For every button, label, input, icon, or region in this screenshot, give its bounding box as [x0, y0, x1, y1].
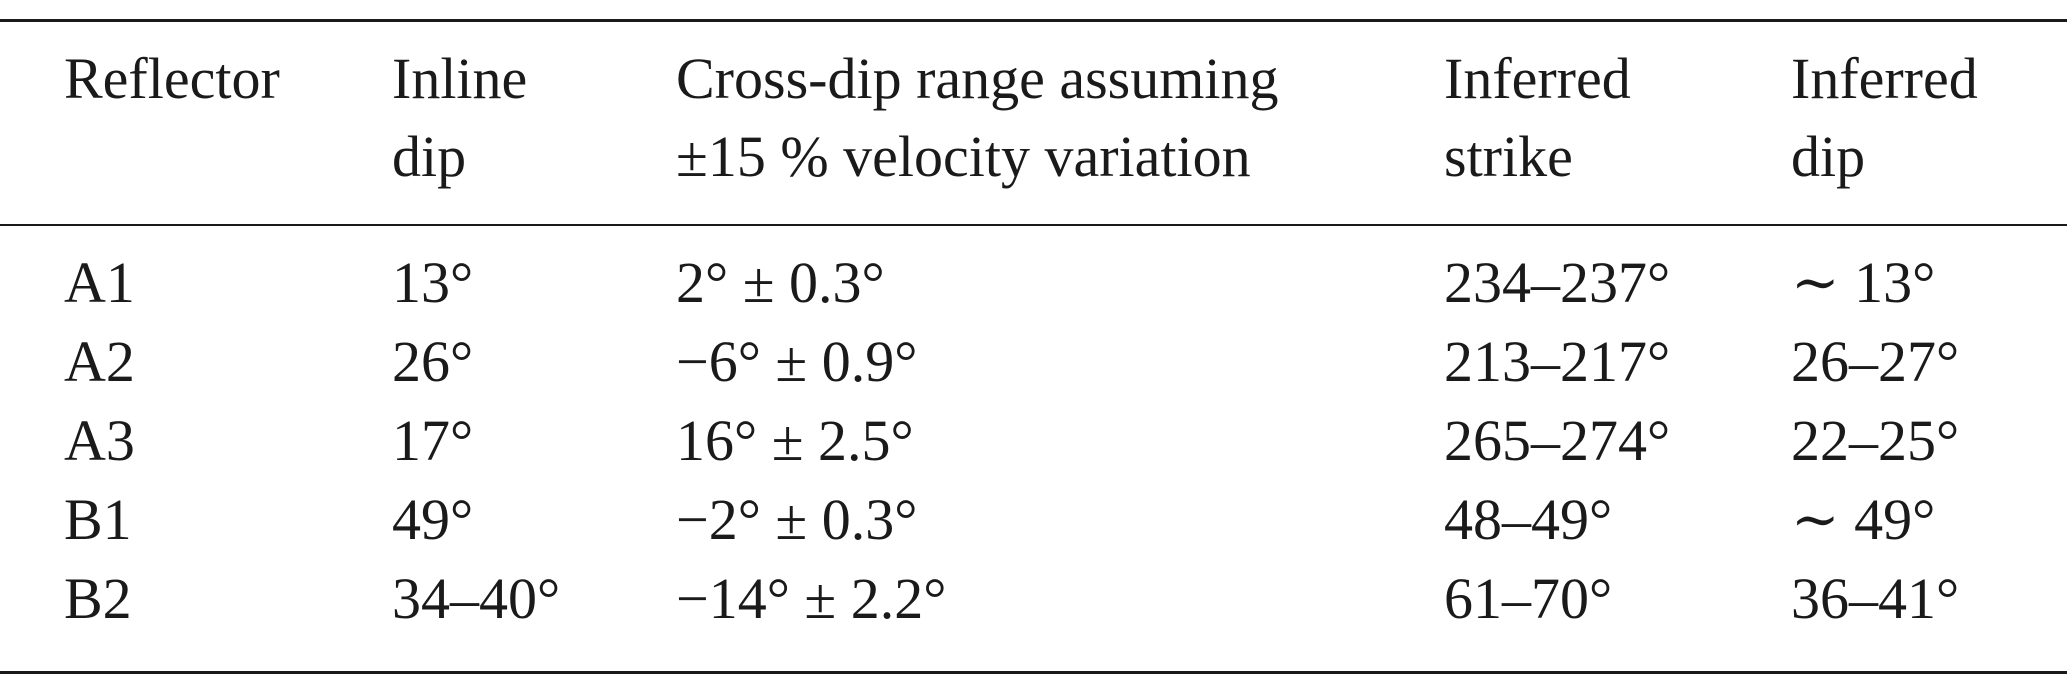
header-cross-dip-line1: Cross-dip range assuming: [676, 46, 1279, 111]
row-a1-reflector: A1: [64, 250, 135, 315]
row-a1-dip: ∼ 13°: [1791, 250, 1936, 315]
header-cross-dip-line2: ±15 % velocity variation: [676, 124, 1251, 189]
row-b1-reflector: B1: [64, 487, 132, 552]
row-a2-reflector: A2: [64, 329, 135, 394]
header-inline-dip-line2: dip: [392, 124, 467, 189]
row-b2-cross-dip: −14° ± 2.2°: [676, 566, 947, 631]
row-a3-inline-dip: 17°: [392, 408, 474, 473]
row-a2-cross-dip: −6° ± 0.9°: [676, 329, 918, 394]
row-a1-cross-dip: 2° ± 0.3°: [676, 250, 885, 315]
row-a3-cross-dip: 16° ± 2.5°: [676, 408, 914, 473]
header-rule: [0, 224, 2067, 226]
header-cross-dip-range: Cross-dip range assuming ±15 % velocity …: [676, 40, 1279, 196]
row-a3-dip: 22–25°: [1791, 408, 1960, 473]
row-a1-inline-dip: 13°: [392, 250, 474, 315]
row-b1-strike: 48–49°: [1444, 487, 1613, 552]
row-a2-dip: 26–27°: [1791, 329, 1960, 394]
header-reflector: Reflector: [64, 40, 280, 118]
row-a3-strike: 265–274°: [1444, 408, 1671, 473]
row-a3-reflector: A3: [64, 408, 135, 473]
row-b1-cross-dip: −2° ± 0.3°: [676, 487, 918, 552]
top-rule: [0, 19, 2067, 22]
row-a2-inline-dip: 26°: [392, 329, 474, 394]
header-reflector-text: Reflector: [64, 46, 280, 111]
header-inferred-dip: Inferred dip: [1791, 40, 1978, 196]
header-inline-dip: Inline dip: [392, 40, 527, 196]
header-inferred-dip-line1: Inferred: [1791, 46, 1978, 111]
header-inferred-strike-line2: strike: [1444, 124, 1573, 189]
header-inferred-strike: Inferred strike: [1444, 40, 1631, 196]
row-b2-inline-dip: 34–40°: [392, 566, 561, 631]
row-a2-strike: 213–217°: [1444, 329, 1671, 394]
header-inferred-strike-line1: Inferred: [1444, 46, 1631, 111]
bottom-rule: [0, 671, 2067, 674]
row-b2-reflector: B2: [64, 566, 132, 631]
row-a1-strike: 234–237°: [1444, 250, 1671, 315]
header-inferred-dip-line2: dip: [1791, 124, 1866, 189]
row-b2-dip: 36–41°: [1791, 566, 1960, 631]
row-b1-inline-dip: 49°: [392, 487, 474, 552]
row-b2-strike: 61–70°: [1444, 566, 1613, 631]
header-inline-dip-line1: Inline: [392, 46, 528, 111]
row-b1-dip: ∼ 49°: [1791, 487, 1936, 552]
